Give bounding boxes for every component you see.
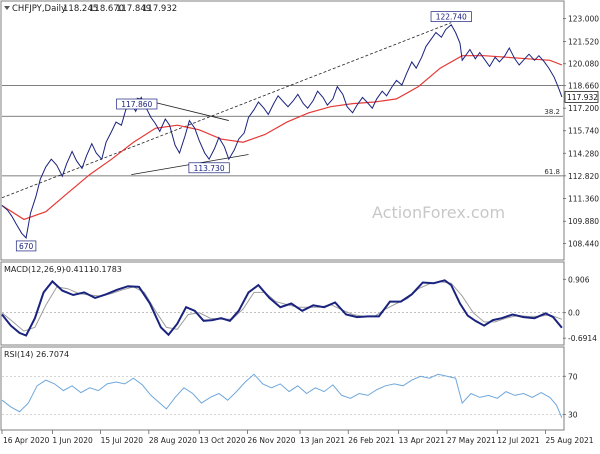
price-label-1: 122.740	[436, 13, 467, 22]
price-y-tick-6: 117.200	[568, 104, 599, 113]
x-tick-8: 13 Apr 2021	[399, 436, 446, 445]
price-panel-triangle-icon	[4, 6, 10, 10]
watermark: ActionForex.com	[372, 203, 505, 222]
x-tick-11: 25 Aug 2021	[545, 436, 593, 445]
rsi-y-tick-1: 70	[568, 372, 578, 381]
price-label-2: 113.730	[194, 164, 225, 173]
price-y-tick-10: 123.000	[568, 15, 599, 24]
x-tick-7: 26 Feb 2021	[348, 436, 395, 445]
x-tick-3: 28 Aug 2020	[149, 436, 197, 445]
moving-average-line	[1, 55, 563, 221]
price-panel-close: 117.932	[142, 4, 177, 14]
price-y-tick-0: 108.440	[568, 239, 599, 248]
macd-y-tick-1: 0.0	[568, 309, 580, 318]
macd-y-tick-0: 0.906	[568, 275, 590, 284]
price-y-tick-3: 112.820	[568, 172, 599, 181]
price-panel-high: 118.670	[89, 4, 124, 14]
rsi-y-tick-0: 30	[568, 411, 578, 420]
level-label-2: 61.8	[544, 168, 560, 176]
current-price-label: 117.932	[567, 93, 598, 102]
price-y-tick-8: 120.080	[568, 60, 599, 69]
x-tick-1: 1 Jun 2020	[52, 436, 93, 445]
level-label-1: 38.2	[544, 108, 560, 116]
price-label-box-1	[430, 11, 472, 22]
price-line	[1, 24, 563, 239]
price-y-tick-5: 115.740	[568, 127, 599, 136]
rsi-reading: 26.7074	[36, 350, 69, 359]
price-y-tick-9: 121.520	[568, 37, 599, 46]
price-y-tick-2: 111.360	[568, 194, 599, 203]
x-tick-10: 12 Jul 2021	[497, 436, 540, 445]
x-tick-2: 15 Jul 2020	[101, 436, 144, 445]
macd-reading-main: -0.4111	[63, 265, 94, 274]
price-y-tick-4: 114.280	[568, 149, 599, 158]
trendline-0	[1, 22, 452, 199]
rsi-line	[1, 373, 563, 418]
macd-signal-line	[1, 281, 563, 332]
macd-panel-frame	[0, 261, 565, 346]
x-tick-5: 26 Nov 2020	[247, 436, 295, 445]
macd-y-tick-2: -0.6914	[568, 334, 597, 343]
price-y-tick-7: 118.660	[568, 82, 599, 91]
price-label-3: 670	[19, 242, 34, 251]
x-tick-0: 16 Apr 2020	[3, 436, 50, 445]
price-label-box-0	[116, 98, 158, 110]
price-panel-open: 118.245	[63, 4, 98, 14]
price-y-tick-1: 109.880	[568, 217, 599, 226]
price-label-0: 117.860	[121, 100, 152, 109]
price-panel-low: 117.849	[116, 4, 151, 14]
price-label-box-3	[15, 240, 37, 252]
macd-reading-signal: -0.1783	[91, 265, 122, 274]
price-label-box-2	[188, 162, 230, 174]
rsi-panel-frame	[0, 346, 565, 431]
price-panel-title: CHFJPY,Daily	[12, 4, 66, 14]
x-tick-6: 13 Jan 2021	[300, 436, 345, 445]
x-tick-4: 13 Oct 2020	[199, 436, 246, 445]
x-tick-9: 27 May 2021	[447, 436, 496, 445]
current-price-box	[564, 90, 599, 103]
macd-panel-title: MACD(12,26,9)	[4, 265, 65, 274]
rsi-panel-title: RSI(14)	[4, 350, 33, 359]
macd-line	[1, 279, 563, 337]
